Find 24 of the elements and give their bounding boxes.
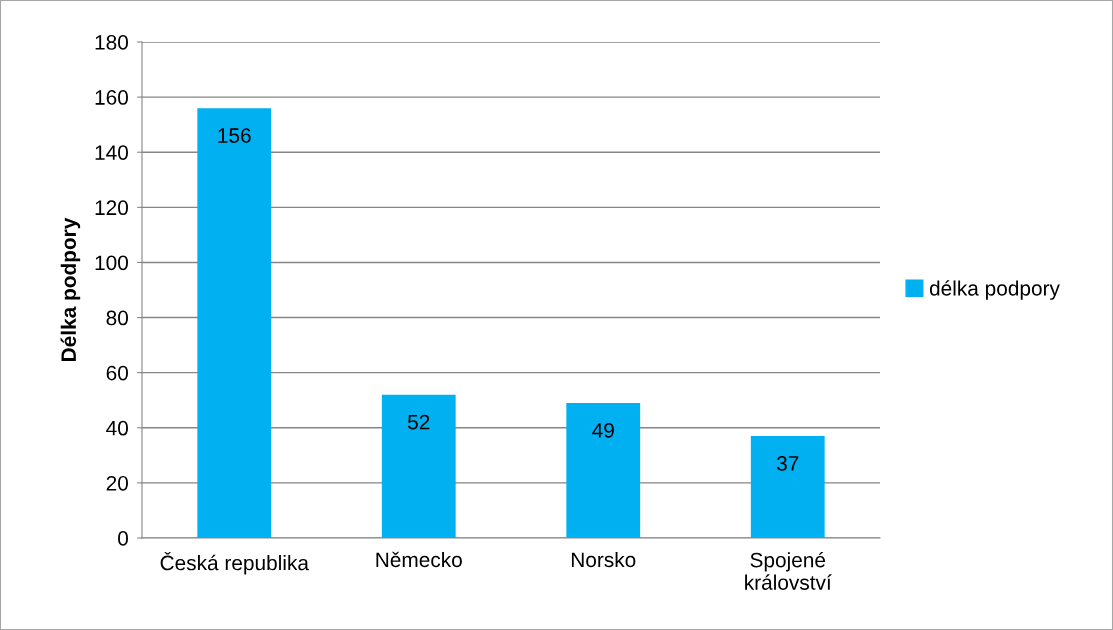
y-tick-label: 0 <box>118 531 128 546</box>
y-tick-label: 140 <box>95 145 128 160</box>
y-axis-title: Délka podpory <box>60 217 81 361</box>
data-label: 52 <box>408 414 430 430</box>
y-tick-label: 100 <box>95 255 128 271</box>
y-tick-label: 20 <box>106 475 128 491</box>
y-tick-label: 60 <box>106 365 128 381</box>
bar <box>197 108 272 538</box>
bar <box>566 402 641 538</box>
x-tick-label: Německo <box>376 551 462 568</box>
data-label: 37 <box>776 456 799 471</box>
x-tick-label: Norsko <box>571 551 636 568</box>
bar <box>381 394 456 538</box>
x-tick-label: Česká republika <box>160 551 309 575</box>
y-tick-label: 160 <box>95 90 128 105</box>
legend-label: délka podpory <box>929 280 1060 300</box>
data-label: 49 <box>592 423 614 438</box>
y-tick-label: 40 <box>106 420 128 436</box>
data-label: 156 <box>218 128 251 143</box>
x-tick-label: Spojené království <box>745 551 832 590</box>
y-tick-label: 120 <box>95 200 128 216</box>
y-tick-label: 180 <box>95 35 128 50</box>
y-tick-label: 80 <box>106 310 128 326</box>
bar <box>750 436 825 538</box>
